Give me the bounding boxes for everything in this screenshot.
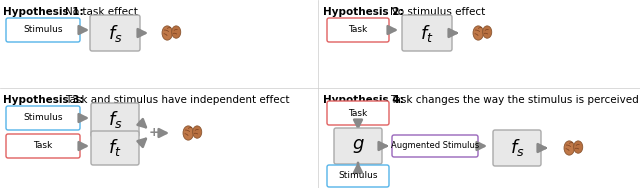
- FancyBboxPatch shape: [493, 130, 541, 166]
- Text: Hypothesis 1:: Hypothesis 1:: [3, 7, 84, 17]
- FancyBboxPatch shape: [334, 128, 382, 164]
- Ellipse shape: [193, 126, 202, 138]
- Text: $f_t$: $f_t$: [108, 137, 122, 158]
- Text: $f_t$: $f_t$: [420, 23, 434, 43]
- Text: No stimulus effect: No stimulus effect: [390, 7, 485, 17]
- Ellipse shape: [183, 126, 193, 140]
- Ellipse shape: [162, 26, 172, 40]
- Ellipse shape: [483, 26, 492, 38]
- FancyBboxPatch shape: [6, 134, 80, 158]
- FancyBboxPatch shape: [6, 106, 80, 130]
- Text: Stimulus: Stimulus: [23, 114, 63, 123]
- Text: Hypothesis 3:: Hypothesis 3:: [3, 95, 84, 105]
- Ellipse shape: [573, 141, 583, 153]
- Text: Task changes the way the stimulus is perceived: Task changes the way the stimulus is per…: [390, 95, 639, 105]
- Ellipse shape: [564, 141, 575, 155]
- Text: $f_s$: $f_s$: [108, 109, 122, 130]
- Text: Hypothesis 4:: Hypothesis 4:: [323, 95, 404, 105]
- FancyBboxPatch shape: [90, 15, 140, 51]
- Ellipse shape: [473, 26, 483, 40]
- Text: +: +: [148, 127, 159, 139]
- FancyBboxPatch shape: [6, 18, 80, 42]
- Text: No task effect: No task effect: [65, 7, 138, 17]
- Text: Task and stimulus have independent effect: Task and stimulus have independent effec…: [65, 95, 289, 105]
- Text: Stimulus: Stimulus: [339, 171, 378, 180]
- FancyBboxPatch shape: [91, 103, 139, 137]
- FancyBboxPatch shape: [327, 165, 389, 187]
- FancyBboxPatch shape: [327, 18, 389, 42]
- FancyBboxPatch shape: [402, 15, 452, 51]
- Ellipse shape: [172, 26, 180, 38]
- Text: $f_s$: $f_s$: [108, 23, 122, 43]
- Text: $g$: $g$: [351, 137, 364, 155]
- Text: Task: Task: [33, 142, 52, 151]
- Text: Stimulus: Stimulus: [23, 26, 63, 35]
- FancyBboxPatch shape: [327, 101, 389, 125]
- Text: Hypothesis 2:: Hypothesis 2:: [323, 7, 404, 17]
- Text: Task: Task: [348, 26, 367, 35]
- Text: $f_s$: $f_s$: [509, 137, 524, 158]
- Text: Task: Task: [348, 108, 367, 118]
- Text: Augmented Stimulus: Augmented Stimulus: [391, 142, 479, 151]
- FancyBboxPatch shape: [91, 131, 139, 165]
- FancyBboxPatch shape: [392, 135, 478, 157]
